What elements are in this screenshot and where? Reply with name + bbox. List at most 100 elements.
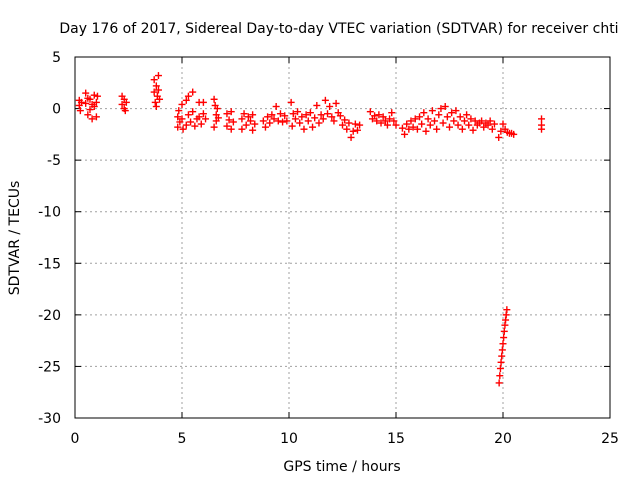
y-tick-label: -15	[38, 256, 61, 272]
data-point	[401, 130, 409, 138]
data-point	[411, 115, 419, 123]
x-axis-label: GPS time / hours	[283, 459, 400, 475]
data-point	[246, 117, 254, 125]
data-point	[93, 92, 101, 100]
data-point	[150, 76, 158, 84]
data-point	[242, 121, 250, 129]
data-series-sdtvar	[75, 72, 546, 387]
data-point	[229, 118, 237, 126]
data-point	[154, 86, 162, 94]
data-point	[178, 115, 186, 123]
data-point	[418, 120, 426, 128]
data-point	[388, 109, 396, 117]
data-point	[495, 133, 503, 141]
data-point	[189, 108, 197, 116]
data-point	[460, 117, 468, 125]
data-point	[439, 119, 447, 127]
data-point	[281, 112, 289, 120]
data-point	[339, 121, 346, 129]
data-point	[497, 358, 505, 366]
data-point	[178, 100, 186, 108]
x-tick-label: 5	[178, 431, 187, 447]
data-point	[313, 101, 321, 109]
y-axis-label: SDTVAR / TECUs	[7, 181, 23, 296]
data-point	[510, 130, 518, 138]
data-point	[279, 118, 287, 126]
data-point	[443, 113, 451, 121]
data-point	[497, 127, 505, 135]
data-point	[328, 113, 336, 121]
data-point	[422, 127, 430, 135]
data-point	[82, 89, 90, 97]
data-point	[272, 103, 280, 111]
data-point	[373, 117, 381, 125]
data-point	[500, 334, 508, 342]
data-point	[377, 119, 385, 127]
plot-frame	[74, 56, 611, 419]
data-point	[151, 98, 159, 106]
data-point	[499, 120, 507, 128]
data-point	[495, 379, 503, 387]
data-point	[259, 117, 267, 125]
data-point	[174, 123, 182, 131]
data-point	[223, 110, 231, 118]
data-point	[121, 107, 129, 115]
data-point	[210, 123, 218, 131]
data-point	[478, 117, 486, 125]
data-point	[409, 123, 417, 131]
data-point	[225, 116, 233, 124]
data-point	[86, 95, 94, 103]
data-point	[276, 110, 284, 118]
data-point	[244, 113, 252, 121]
data-point	[467, 115, 475, 123]
data-point	[349, 127, 357, 135]
data-point	[288, 122, 296, 130]
data-point	[302, 111, 310, 119]
data-point	[88, 115, 96, 123]
data-point	[317, 111, 325, 119]
data-point	[92, 98, 100, 106]
chart-title: Day 176 of 2017, Sidereal Day-to-day VTE…	[59, 21, 618, 37]
data-point	[469, 126, 477, 134]
data-point	[490, 120, 498, 128]
data-point	[197, 120, 205, 128]
data-point	[326, 103, 334, 111]
data-point	[82, 99, 90, 107]
data-point	[392, 121, 400, 129]
data-point	[431, 117, 439, 125]
x-tick-label: 10	[280, 431, 298, 447]
y-tick-label: -30	[38, 411, 61, 427]
data-point	[238, 115, 246, 123]
data-point	[264, 113, 272, 121]
y-tick-label: -20	[38, 308, 61, 324]
data-point	[420, 109, 428, 117]
data-point	[405, 125, 413, 133]
data-point	[195, 113, 203, 121]
data-point	[538, 125, 546, 133]
data-point	[465, 121, 473, 129]
data-point	[332, 99, 340, 107]
data-point	[240, 110, 248, 118]
data-point	[448, 109, 456, 117]
data-point	[458, 125, 466, 133]
data-point	[90, 91, 98, 99]
data-point	[336, 112, 344, 120]
y-tick-label: -5	[47, 153, 61, 169]
data-point	[189, 88, 197, 96]
data-point	[321, 96, 329, 104]
x-tick-label: 25	[601, 431, 619, 447]
data-point	[347, 133, 355, 141]
data-point	[298, 113, 306, 121]
data-point	[249, 111, 257, 119]
data-point	[426, 121, 434, 129]
data-point	[210, 95, 218, 103]
data-point	[90, 103, 98, 111]
data-point	[214, 114, 222, 122]
data-point	[122, 98, 130, 106]
data-point	[446, 123, 453, 131]
data-point	[433, 125, 441, 133]
data-point	[538, 115, 546, 123]
data-point	[184, 92, 192, 100]
data-point	[379, 113, 387, 121]
